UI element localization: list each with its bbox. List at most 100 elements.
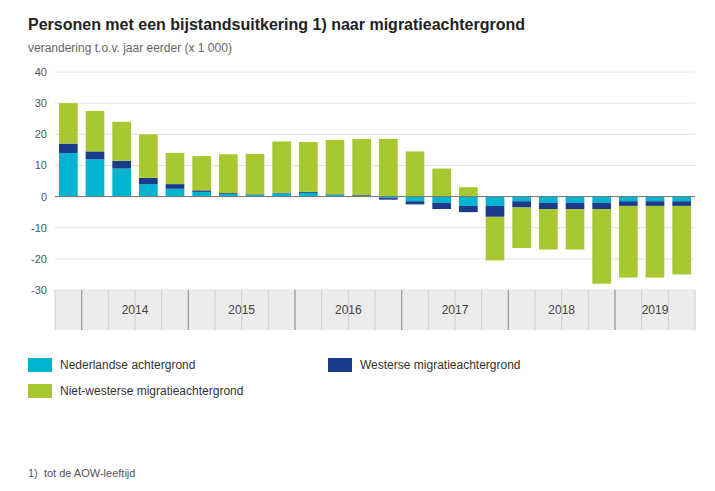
y-tick-label: -30 [31,284,47,296]
bar-segment [379,198,398,200]
bar-segment [619,201,638,206]
subtitle: verandering t.o.v. jaar eerder (x 1 000) [28,41,232,55]
y-tick-label: 0 [41,191,47,203]
bar-segment [139,134,158,178]
grid-line [55,196,695,197]
group-separator [294,290,295,330]
position-divider [481,290,482,330]
bar-segment [326,140,345,195]
legend-label: Niet-westerse migratieachtergrond [60,384,243,398]
bar-segment [166,189,185,197]
bar-segment [512,207,531,247]
bar-segment [619,206,638,278]
x-tick-label: 2017 [442,303,469,317]
bar-segment [166,184,185,189]
bar-segment [379,139,398,197]
bar-segment [86,111,105,151]
position-divider [588,290,589,330]
bar-segment [86,159,105,196]
position-divider [695,290,696,330]
bar-segment [592,203,611,209]
group-separator [81,290,82,330]
position-divider [215,290,216,330]
position-divider [428,290,429,330]
bars [59,103,691,284]
bar-segment [192,156,211,190]
position-divider [295,290,296,330]
bar-segment [592,209,611,284]
bar-segment [672,201,691,206]
y-tick-label: 20 [35,128,47,140]
bar-segment [672,197,691,202]
bar-segment [672,206,691,275]
bar-segment [646,197,665,202]
x-tick-label: 2018 [548,303,575,317]
bar-segment [139,178,158,184]
bar-segment [59,144,78,153]
bar-segment [486,206,505,217]
bar-segment [86,151,105,159]
bar-segment [139,184,158,196]
group-separator [614,290,615,330]
bar-segment [59,153,78,197]
bar-segment [566,209,585,249]
footnote: 1) tot de AOW-leeftijd [28,467,135,479]
position-divider [401,290,402,330]
bar-segment [646,201,665,206]
bar-segment [566,203,585,209]
bar-segment [112,122,131,161]
bar-segment [486,217,505,261]
legend-label: Westerse migratieachtergrond [360,358,521,372]
position-divider [321,290,322,330]
position-divider [188,290,189,330]
bar-segment [59,103,78,143]
x-tick-label: 2019 [642,303,669,317]
position-divider [375,290,376,330]
bar-segment [192,190,211,192]
bar-segment [646,206,665,278]
position-divider [535,290,536,330]
position-divider [615,290,616,330]
bar-segment [432,197,451,203]
category-strip: 2014 2015 2016 2017 2018 2019 [55,290,695,330]
position-divider [161,290,162,330]
legend-swatch [28,384,52,398]
bar-segment [459,206,478,212]
grid-line [55,72,695,73]
grid-line [55,103,695,104]
bar-segment [486,197,505,206]
bar-segment [459,187,478,196]
title: Personen met een bijstandsuitkering 1) n… [28,16,525,33]
zero-line [55,196,695,197]
legend-swatch [28,358,52,372]
position-divider [81,290,82,330]
bar-segment [246,154,265,194]
bar-segment [406,197,425,202]
bar-segment [166,153,185,184]
legend: Nederlandse achtergrond Westerse migratie… [28,358,521,398]
bar-segment [112,161,131,169]
bar-segment [299,193,318,197]
grid [55,72,695,290]
y-tick-label: 30 [35,97,47,109]
group-separator [508,290,509,330]
bar-segment [512,197,531,202]
bar-segment [539,209,558,249]
position-divider [55,290,56,330]
y-tick-label: -20 [31,253,47,265]
bar-segment [192,192,211,197]
bar-segment [406,151,425,196]
bar-segment [619,197,638,202]
y-tick-label: -10 [31,222,47,234]
legend-label: Nederlandse achtergrond [60,358,195,372]
x-tick-label: 2015 [228,303,255,317]
position-divider [108,290,109,330]
bar-segment [352,139,371,195]
bar-segment [459,197,478,206]
x-tick-label: 2014 [122,303,149,317]
bar-segment [219,154,238,193]
bar-segment [406,201,425,204]
bar-segment [432,169,451,197]
y-tick-label: 40 [35,66,47,78]
x-tick-label: 2016 [335,303,362,317]
